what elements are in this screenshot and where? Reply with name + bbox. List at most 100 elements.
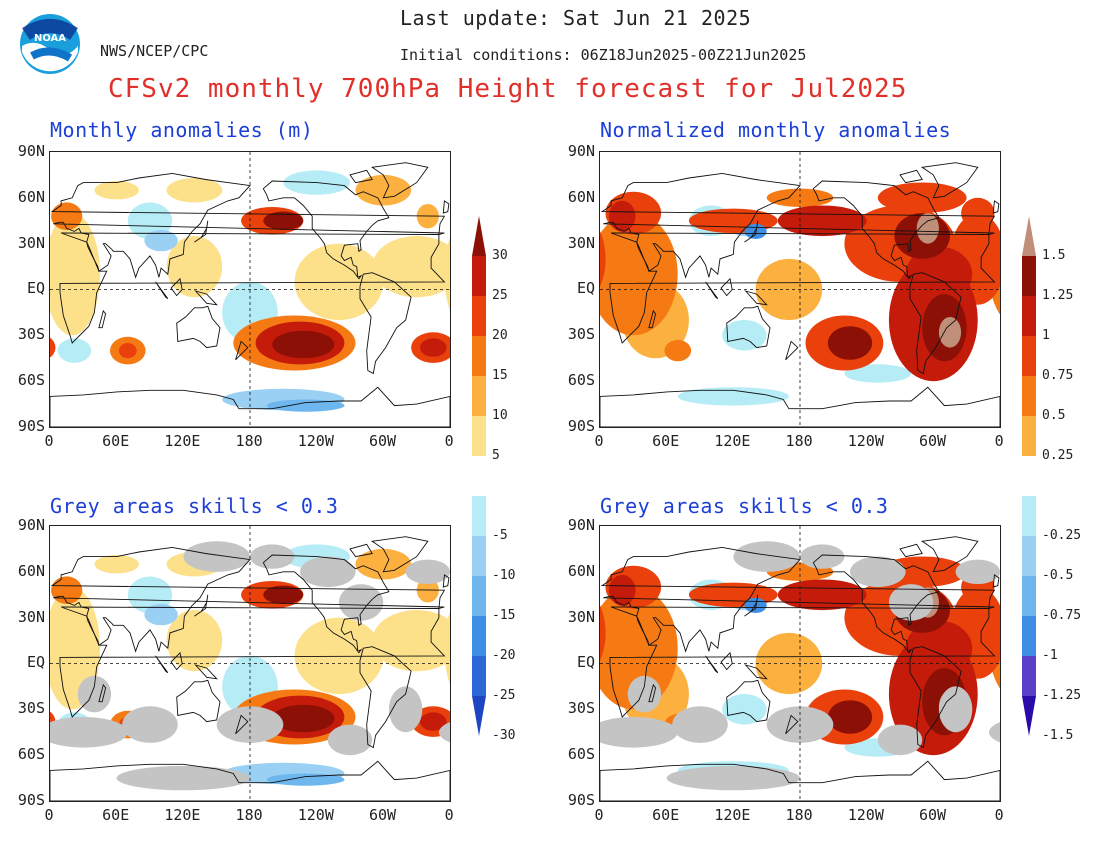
low-skill-mask	[600, 717, 678, 748]
colorbar-label: 25	[492, 288, 508, 303]
logo-text: NOAA	[34, 33, 66, 44]
colorbar-swatch	[472, 576, 486, 616]
coastline	[194, 594, 209, 617]
colorbar-label: 0.25	[1042, 448, 1074, 463]
anomaly-contour	[263, 211, 304, 230]
lon-label: 120W	[297, 432, 334, 450]
coastline	[812, 180, 940, 280]
lon-label: 180	[785, 806, 813, 824]
colorbar-swatch	[472, 616, 486, 656]
lat-label: 30S	[17, 325, 45, 344]
coastline	[920, 162, 979, 199]
colorbar-swatch	[472, 416, 486, 456]
colorbar-label: 1.25	[1042, 288, 1074, 303]
lon-label: 60E	[652, 806, 680, 824]
colorbar-label: 1.5	[1042, 248, 1066, 263]
colorbar-label: -5	[492, 528, 508, 543]
anomaly-contour	[272, 330, 335, 359]
coastline	[726, 679, 771, 723]
lon-label: 0	[444, 806, 454, 824]
low-skill-mask	[850, 556, 906, 588]
lon-label: 180	[235, 432, 263, 450]
lon-label: 0	[594, 806, 604, 824]
coastline	[705, 281, 719, 300]
anomaly-contour	[444, 611, 450, 685]
colorbar-swatch	[1022, 256, 1036, 296]
anomaly-contour	[600, 231, 606, 287]
anomaly-contour	[677, 387, 789, 406]
anomaly-contour	[118, 343, 137, 359]
coastline	[899, 543, 923, 558]
lon-label: 0	[44, 432, 54, 450]
lat-label: 30S	[567, 325, 595, 344]
colorbar-label: -1.5	[1042, 728, 1074, 743]
anomaly-contour	[94, 181, 139, 200]
colorbar-swatch	[472, 376, 486, 416]
lon-label: 60E	[652, 432, 680, 450]
lon-label: 180	[235, 806, 263, 824]
anomaly-contour	[420, 712, 447, 731]
anomaly-contour	[144, 229, 178, 252]
anomaly-contour	[877, 182, 967, 214]
coastline	[899, 169, 923, 184]
low-skill-mask	[327, 724, 373, 756]
lon-label: 120W	[297, 806, 334, 824]
lat-label: 30S	[17, 699, 45, 718]
coastline	[194, 664, 218, 680]
coastline	[705, 655, 719, 674]
anomaly-contour	[600, 587, 678, 710]
low-skill-mask	[955, 559, 1000, 584]
lat-label: 30N	[567, 233, 595, 252]
low-skill-mask	[300, 556, 356, 588]
lat-label: 90S	[17, 790, 45, 809]
lon-label: 180	[785, 432, 813, 450]
lon-label: 120E	[164, 806, 201, 824]
anomaly-contour	[50, 337, 56, 358]
colorbar-right	[1022, 216, 1036, 736]
anomaly-contour	[777, 205, 867, 237]
panel-title-bottom-left: Grey areas skills < 0.3	[50, 494, 339, 518]
colorbar-label: -1.25	[1042, 688, 1082, 703]
colorbar-label: 1	[1042, 328, 1050, 343]
low-skill-mask	[888, 584, 934, 621]
coastline	[370, 536, 429, 573]
anomaly-contour	[608, 200, 636, 232]
coastline	[609, 606, 996, 718]
colorbar-label: 10	[492, 408, 508, 423]
map-panel-normalized	[599, 151, 1001, 428]
coastline	[359, 272, 412, 375]
lon-label: 120E	[164, 432, 201, 450]
colorbar-left	[472, 216, 486, 736]
anomaly-contour	[827, 700, 873, 734]
coastline	[262, 180, 390, 280]
anomaly-contour	[355, 174, 412, 206]
anomaly-contour	[266, 399, 345, 412]
lon-label: 120E	[714, 806, 751, 824]
lon-label: 120E	[714, 432, 751, 450]
low-skill-mask	[405, 559, 450, 584]
coastline	[349, 169, 373, 184]
panel-title-top-left: Monthly anomalies (m)	[50, 118, 314, 142]
lat-label: 60N	[567, 561, 595, 580]
colorbar-top-arrow	[472, 216, 486, 256]
anomaly-contour	[766, 188, 834, 207]
colorbar-swatch	[1022, 376, 1036, 416]
coastline	[349, 543, 373, 558]
coastline	[726, 305, 771, 349]
low-skill-mask	[666, 765, 800, 791]
lat-label: 30N	[17, 233, 45, 252]
lat-label: 60N	[17, 561, 45, 580]
last-update: Last update: Sat Jun 21 2025	[400, 6, 752, 30]
anomaly-contour	[664, 339, 692, 362]
coastline	[98, 683, 107, 703]
colorbar-label: 30	[492, 248, 508, 263]
anomaly-contour	[51, 202, 83, 230]
coastline	[50, 760, 450, 801]
colorbar-swatch	[472, 296, 486, 336]
colorbar-label: -0.25	[1042, 528, 1082, 543]
coastline	[50, 172, 446, 279]
lon-label: 120W	[847, 806, 884, 824]
anomaly-contour	[777, 579, 867, 611]
coastline	[648, 683, 657, 703]
lat-label: 60N	[567, 187, 595, 206]
